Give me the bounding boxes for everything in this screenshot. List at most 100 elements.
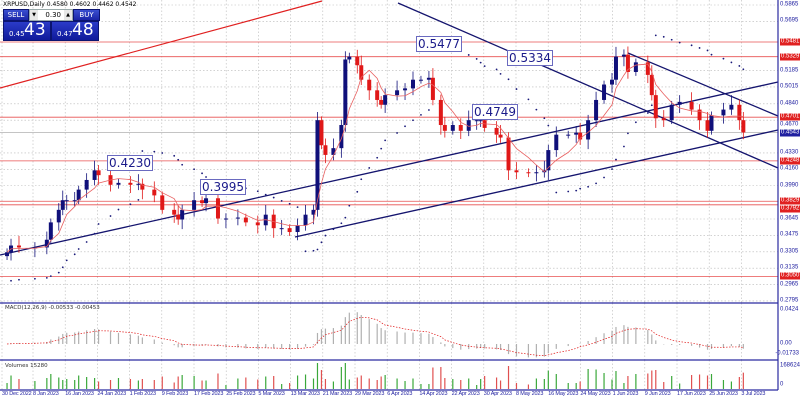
sar-dot (499, 73, 502, 75)
price-tick-label: 0.3990 (780, 182, 799, 189)
candle-body (56, 209, 61, 223)
macd-panel (7, 312, 744, 358)
sar-dot (368, 167, 371, 169)
date-tick-label: 9 Jun 2023 (644, 391, 671, 397)
sar-dot (18, 278, 20, 281)
candle-body (140, 183, 145, 190)
sar-dot (65, 259, 68, 262)
sar-dot (515, 88, 518, 90)
price-tick-label: 0.3475 (780, 231, 799, 238)
spin-up-icon[interactable]: ▲ (64, 10, 72, 20)
candle-body (315, 120, 320, 210)
volume-axis-zero: 0 (780, 381, 784, 388)
price-annotation[interactable]: 0.4749 (472, 104, 518, 120)
sar-dot (404, 125, 406, 128)
sar-dot (587, 185, 590, 188)
candle-body (633, 62, 638, 72)
candle-body (645, 62, 650, 75)
sar-dot (181, 163, 184, 166)
date-tick-label: 17 Jun 2023 (677, 391, 706, 397)
price-tick-label: 0.4670 (780, 121, 799, 128)
trendline (627, 52, 779, 117)
candle-body (200, 200, 205, 204)
sar-dot (201, 172, 203, 175)
bid-price-prefix: 0.45 (9, 30, 25, 38)
candle-body (235, 217, 240, 219)
date-tick-label: 17 Feb 2023 (194, 391, 224, 397)
candle-body (367, 79, 372, 91)
spin-down-icon[interactable]: ▼ (30, 10, 38, 20)
sar-dot (654, 34, 657, 37)
sar-dot (340, 222, 343, 225)
sar-dot (324, 234, 327, 237)
price-tick-label: 0.4160 (780, 165, 799, 172)
price-tick-label: 0.5185 (780, 67, 799, 74)
price-tick-label: 0.2965 (780, 281, 799, 288)
panel-frame (0, 0, 779, 391)
sar-dot (690, 44, 693, 47)
candle-body (48, 222, 53, 240)
sar-dot (396, 132, 398, 134)
candle-body (176, 214, 181, 220)
price-annotation[interactable]: 0.5477 (416, 36, 462, 52)
sar-dot (467, 54, 470, 56)
sell-button[interactable]: SELL (3, 9, 29, 21)
sar-dot (627, 132, 629, 135)
sar-dot (495, 68, 498, 71)
sar-dot (595, 182, 597, 185)
date-tick-label: 21 Mar 2023 (322, 391, 353, 397)
price-annotation[interactable]: 0.5334 (507, 50, 553, 66)
candle-body (546, 150, 551, 171)
candle-body (172, 209, 177, 215)
candle-body (438, 99, 443, 126)
sar-dot (603, 176, 605, 179)
lot-size-input[interactable]: ▼ 0.30 ▲ (29, 9, 73, 21)
level-price-tag: 0.5481 (780, 38, 800, 46)
date-tick-label: 30 Dec 2022 (2, 391, 32, 397)
level-price-tag: 0.4248 (780, 157, 800, 165)
sar-dot (177, 158, 180, 161)
candle-body (418, 79, 423, 81)
level-price-tag: 0.3829 (780, 197, 800, 205)
macd-axis-max: 0.0424 (780, 306, 799, 313)
sar-dot (428, 109, 430, 111)
buy-button[interactable]: BUY (73, 9, 100, 21)
candle-body (498, 134, 503, 138)
sar-dot (650, 104, 653, 107)
volume-panel (6, 363, 744, 389)
candle-body (279, 228, 284, 230)
candle-body (343, 59, 348, 126)
sar-dot (304, 250, 307, 253)
sar-dot (670, 38, 673, 41)
candle-body (347, 56, 352, 60)
horizontal-levels (0, 41, 778, 277)
candle-body (574, 132, 579, 135)
candle-body (84, 179, 89, 190)
date-tick-label: 16 May 2023 (548, 391, 579, 397)
candle-body (466, 120, 471, 131)
sar-dot (742, 68, 745, 71)
candle-body (426, 77, 431, 80)
sar-dot (57, 271, 60, 274)
candle-body (578, 132, 583, 140)
candle-body (478, 120, 483, 122)
candle-body (76, 189, 81, 201)
sar-dot (555, 191, 558, 194)
sar-dot (280, 200, 283, 202)
price-annotation[interactable]: 0.4230 (107, 155, 153, 171)
candle-body (255, 222, 260, 226)
price-annotation[interactable]: 0.3995 (200, 179, 246, 195)
bid-price-button[interactable]: 0.45 43 (3, 20, 51, 41)
sar-dot (137, 198, 140, 201)
date-tick-label: 29 Mar 2023 (355, 391, 385, 397)
candle-body (295, 225, 300, 233)
candle-body (430, 77, 435, 100)
candle-body (64, 200, 69, 202)
ask-price-button[interactable]: 0.47 48 (51, 20, 99, 41)
sar-dot (475, 58, 478, 60)
candle-body (649, 74, 654, 96)
sar-dot (117, 208, 120, 211)
candle-body (5, 252, 10, 257)
candle-body (411, 79, 415, 89)
